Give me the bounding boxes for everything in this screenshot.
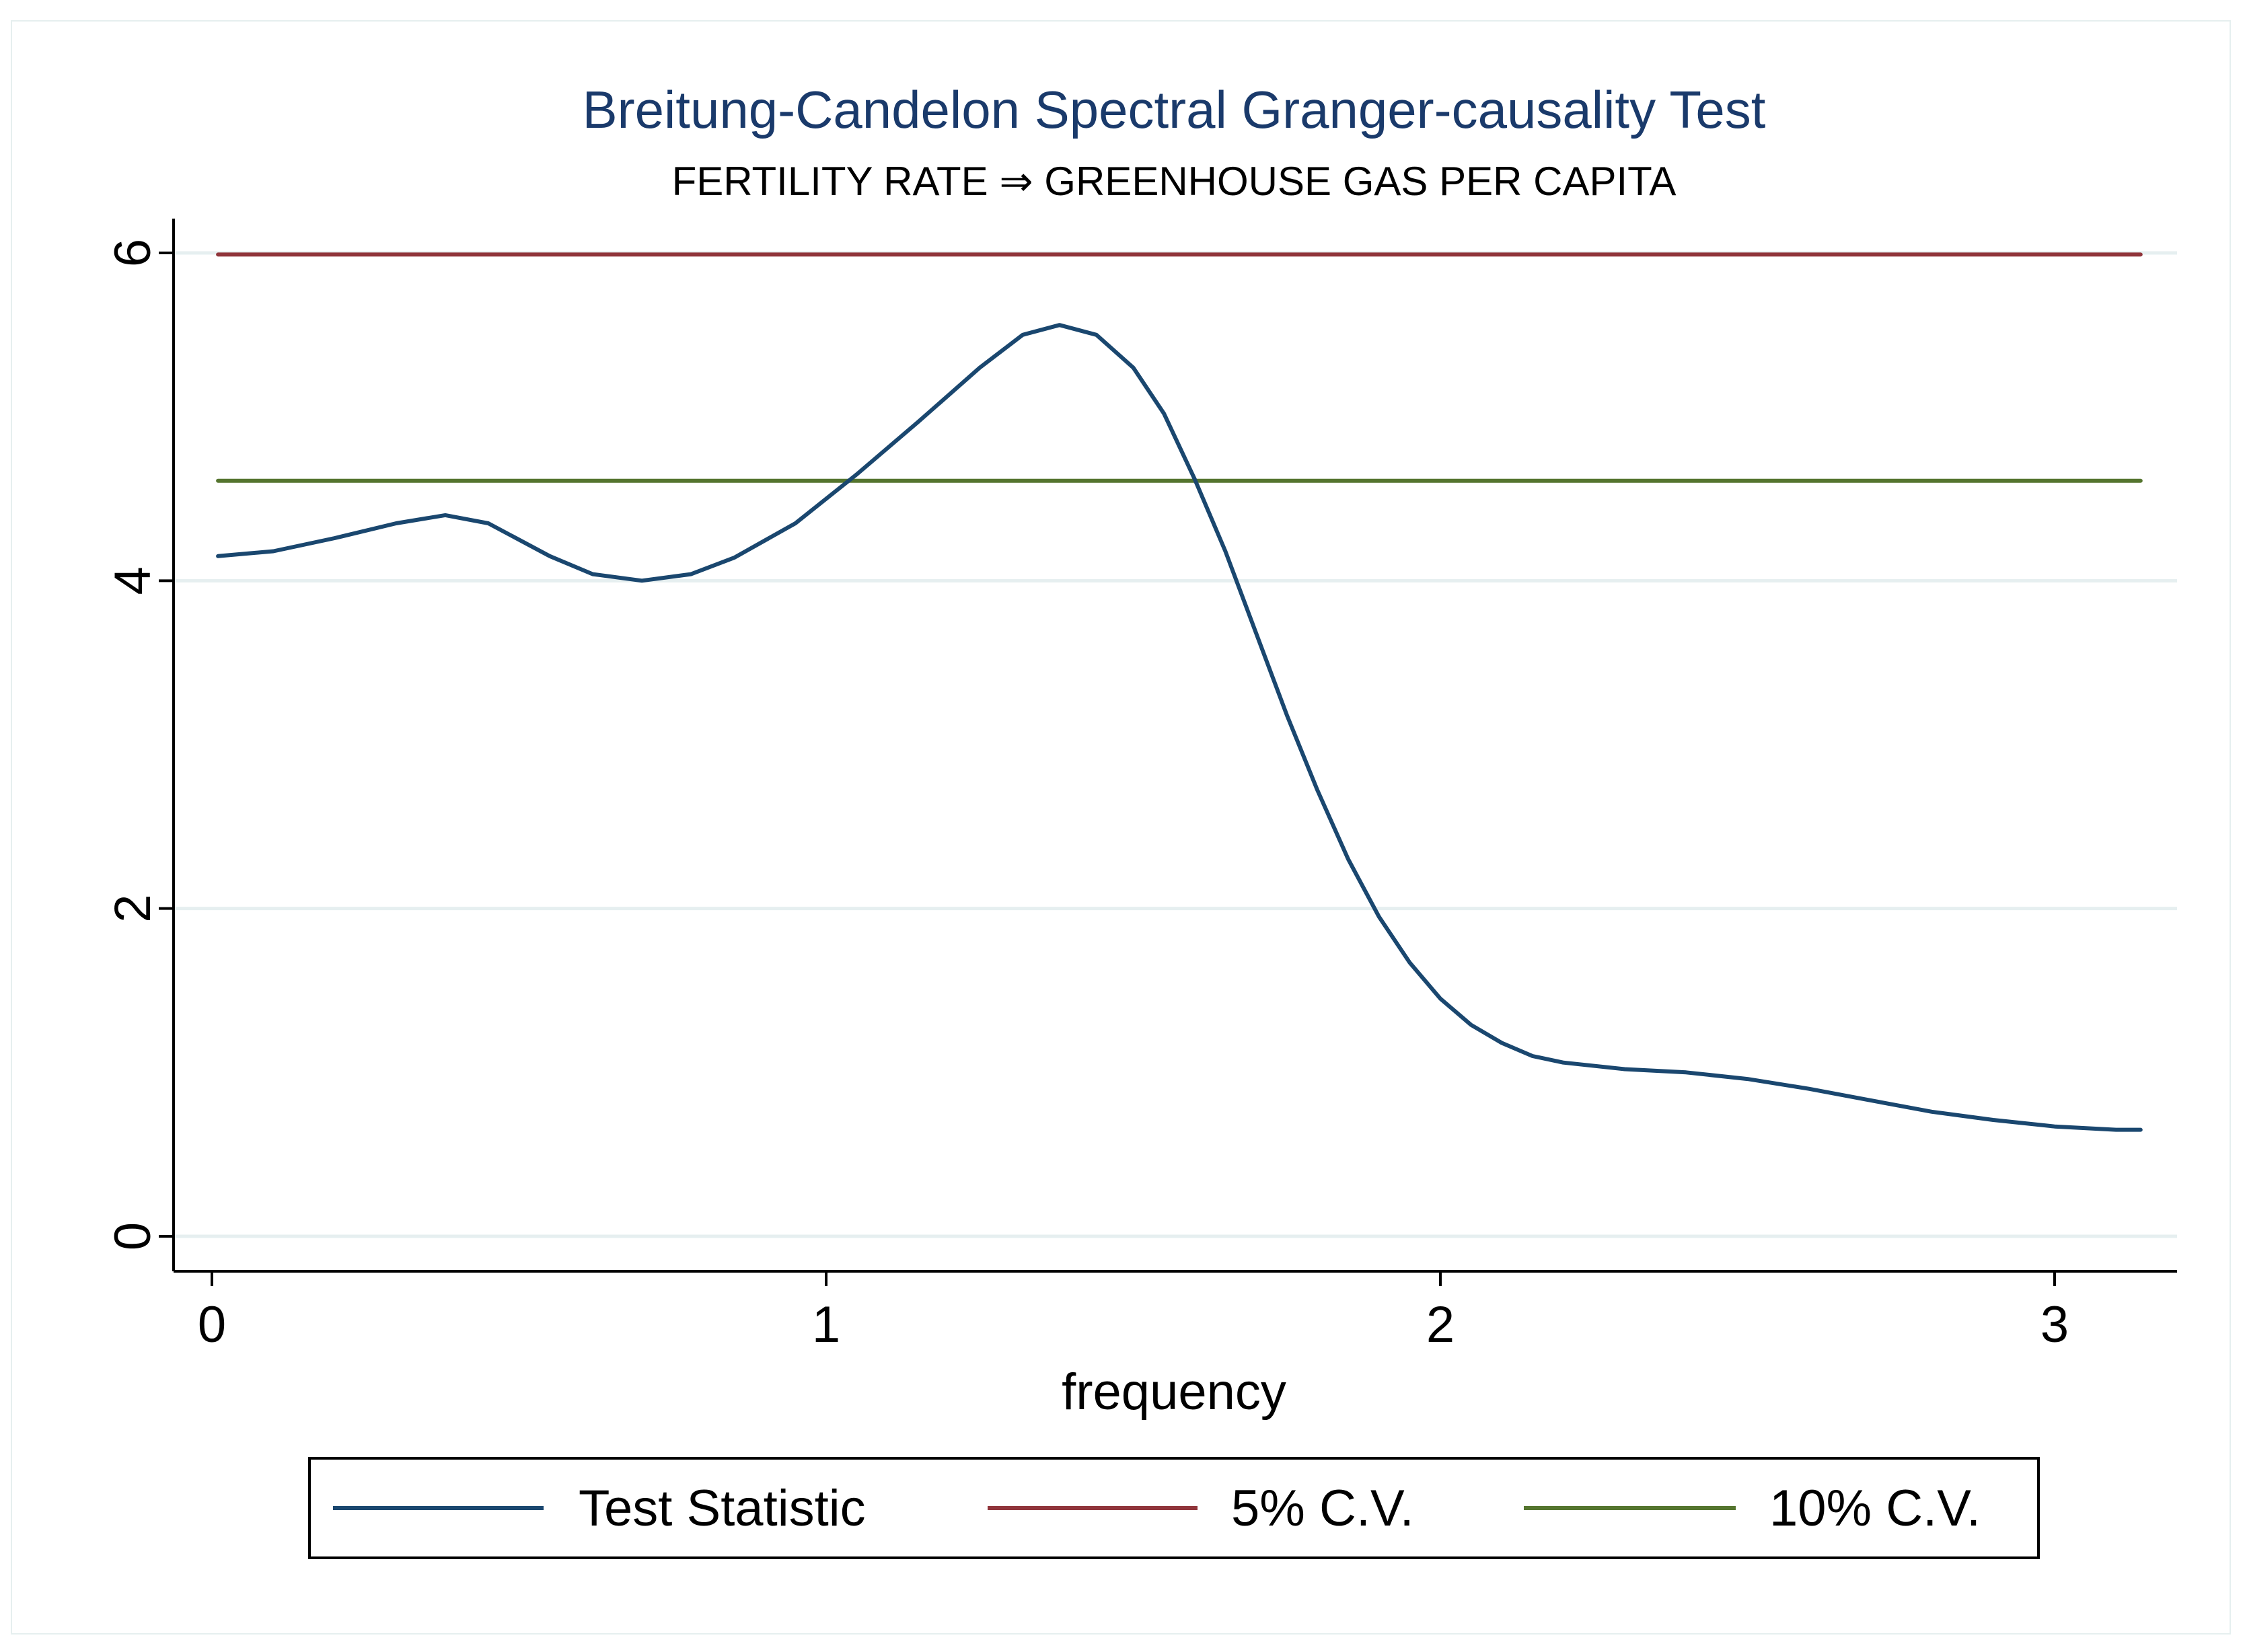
x-tick-label: 0 bbox=[198, 1296, 226, 1353]
legend: Test Statistic 5% C.V. 10% C.V. bbox=[308, 1457, 2040, 1559]
legend-label-5-c-v: 5% C.V. bbox=[1231, 1480, 1414, 1537]
chart-title: Breitung-Candelon Spectral Granger-causa… bbox=[583, 80, 1766, 139]
y-tick-label: 0 bbox=[104, 1222, 161, 1250]
y-tick-label: 4 bbox=[104, 566, 161, 595]
gridlines bbox=[174, 251, 2177, 1238]
series-line-test-statistic bbox=[216, 323, 2143, 1132]
y-tick-label: 6 bbox=[104, 239, 161, 267]
y-tick-label: 2 bbox=[104, 895, 161, 923]
chart-frame bbox=[11, 20, 2231, 1635]
chart-subtitle: FERTILITY RATE ⇒ GREENHOUSE GAS PER CAPI… bbox=[672, 159, 1677, 204]
x-axis-label: frequency bbox=[1062, 1363, 1286, 1421]
x-tick-label: 2 bbox=[1426, 1296, 1455, 1353]
legend-label-test-statistic: Test Statistic bbox=[579, 1480, 866, 1537]
x-tick-label: 1 bbox=[812, 1296, 840, 1353]
legend-label-10-c-v: 10% C.V. bbox=[1769, 1480, 1981, 1537]
series-group bbox=[216, 252, 2143, 1132]
x-axis-ticks: 0 1 2 3 bbox=[198, 1271, 2069, 1353]
x-tick-label: 3 bbox=[2040, 1296, 2069, 1353]
y-axis-ticks: 0 2 4 6 bbox=[104, 239, 174, 1250]
